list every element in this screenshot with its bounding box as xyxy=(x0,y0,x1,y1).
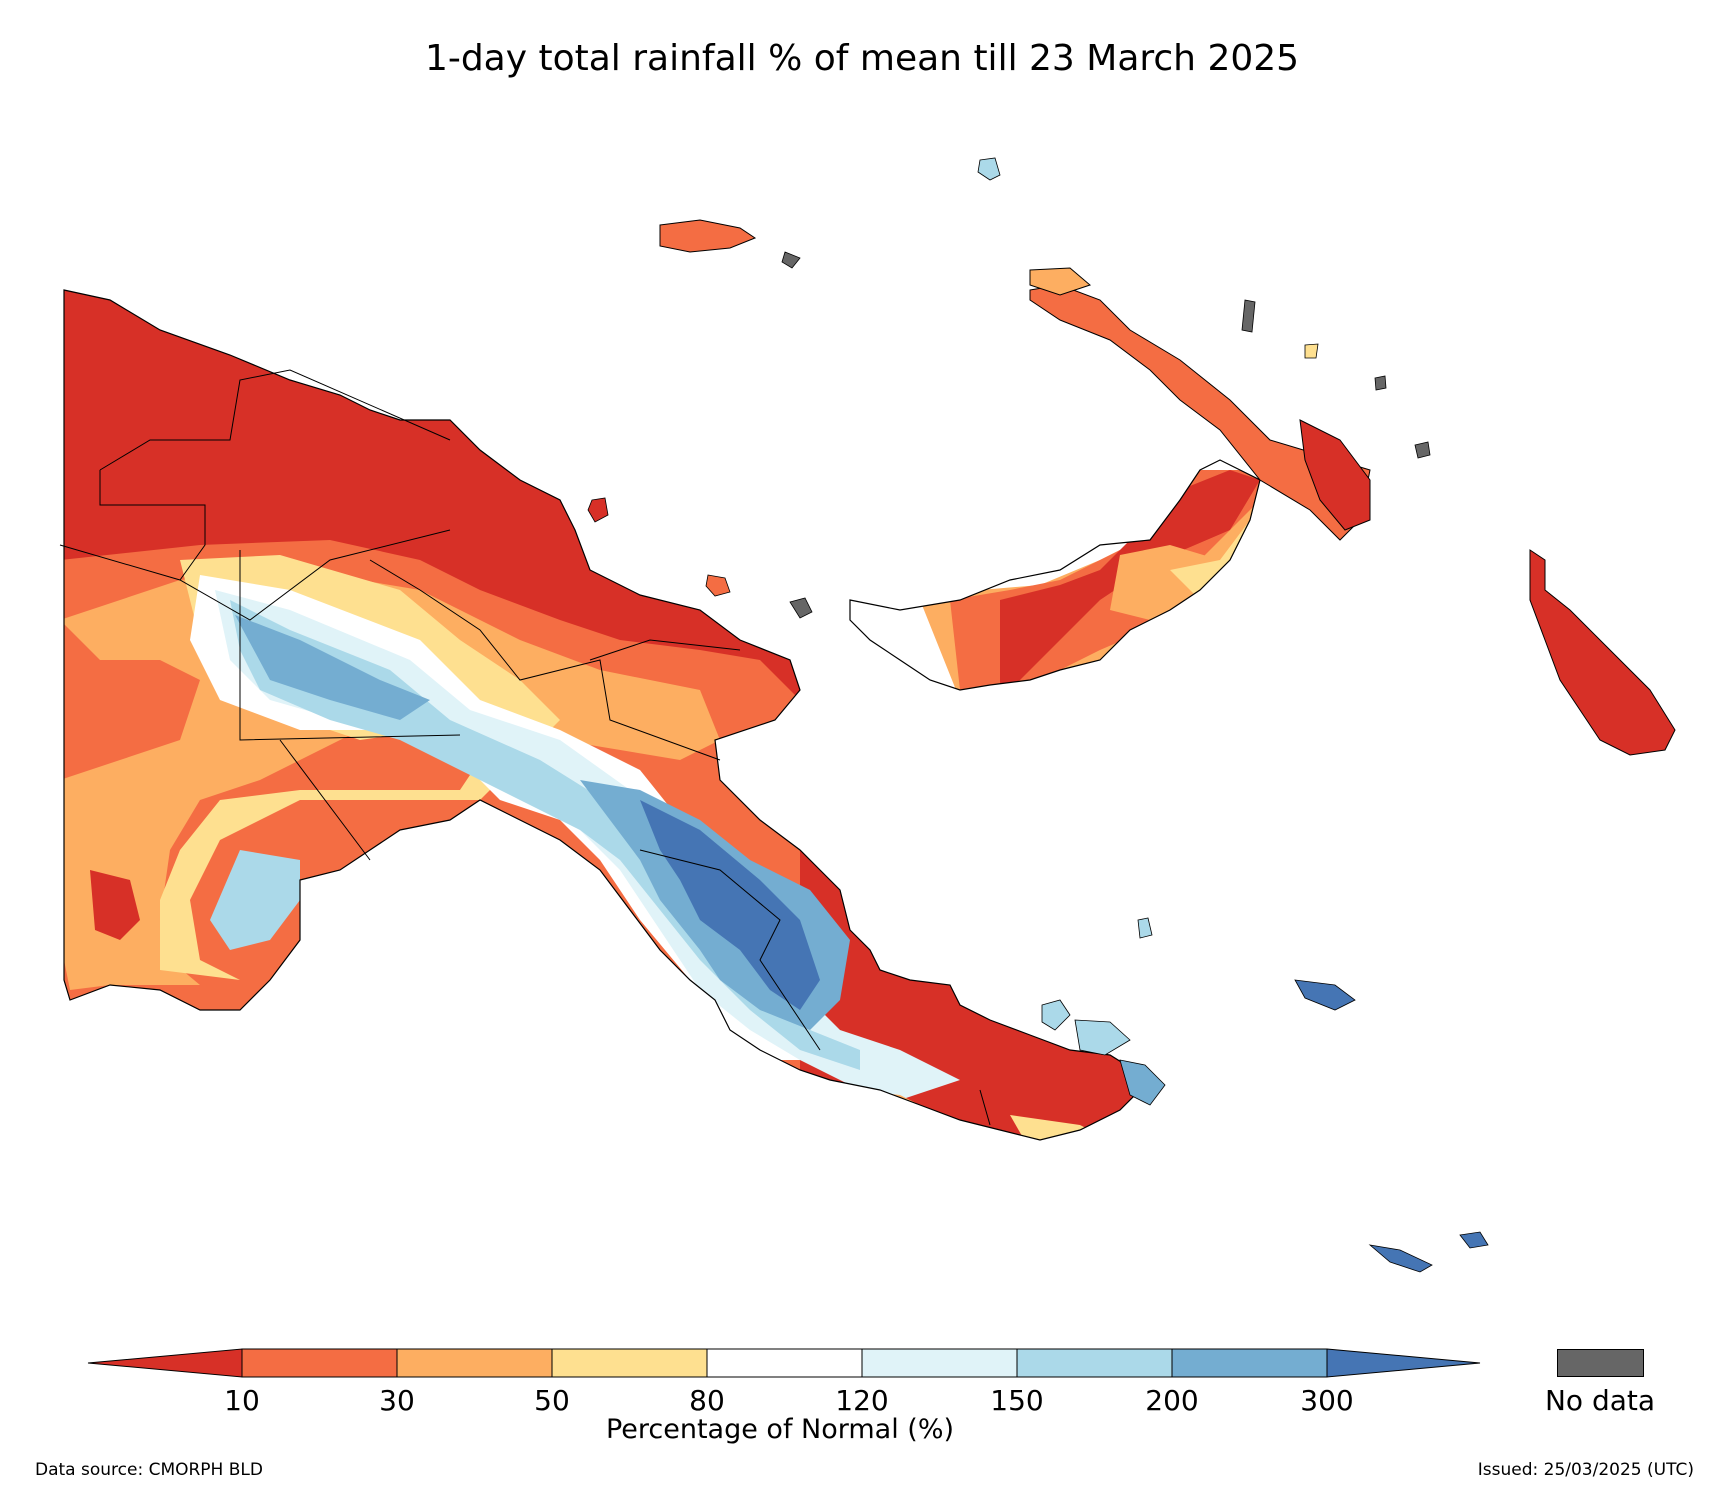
colorbar-segment xyxy=(1016,1348,1173,1378)
island-misima xyxy=(1368,1244,1433,1273)
rainfall-map xyxy=(59,157,1676,1273)
colorbar-tick-label: 30 xyxy=(379,1384,415,1417)
manus-nodata xyxy=(781,251,801,269)
map-title: 1-day total rainfall % of mean till 23 M… xyxy=(424,38,1300,79)
no-data-label: No data xyxy=(1544,1384,1656,1417)
issued-date: Issued: 25/03/2025 (UTC) xyxy=(1477,1460,1694,1480)
colorbar-segment xyxy=(396,1348,553,1378)
colorbar-segment xyxy=(551,1348,708,1378)
colorbar-label: Percentage of Normal (%) xyxy=(605,1414,955,1445)
colorbar-tick-label: 80 xyxy=(689,1384,725,1417)
colorbar-extend-high xyxy=(1326,1348,1481,1378)
island-longisland xyxy=(705,574,731,597)
island-karkar xyxy=(587,497,609,523)
colorbar-segment xyxy=(1171,1348,1328,1378)
island-umboi xyxy=(789,597,813,619)
island-goodenough xyxy=(1041,999,1071,1031)
no-data-swatch xyxy=(1557,1349,1644,1377)
island-feni xyxy=(1304,343,1319,359)
island-north-blue xyxy=(977,157,1001,181)
manus-island xyxy=(659,219,757,253)
bougainville xyxy=(1529,549,1676,756)
new-ireland-south xyxy=(1299,419,1371,531)
island-nodata-2 xyxy=(1374,375,1387,391)
data-source: Data source: CMORPH BLD xyxy=(35,1460,263,1480)
colorbar-segment xyxy=(241,1348,398,1378)
colorbar-tick-label: 50 xyxy=(534,1384,570,1417)
colorbar-segment xyxy=(706,1348,863,1378)
mainland-outline xyxy=(63,289,1151,1141)
colorbar-tick-label: 300 xyxy=(1300,1384,1354,1417)
province-boundaries xyxy=(59,369,991,1126)
island-fergusson xyxy=(1074,1019,1131,1056)
island-lihir xyxy=(1414,441,1431,459)
colorbar-tick-label: 200 xyxy=(1145,1384,1199,1417)
new-britain-outline xyxy=(849,459,1261,691)
island-tabar xyxy=(1241,299,1256,333)
island-normanby xyxy=(1119,1059,1166,1106)
colorbar-segment xyxy=(861,1348,1018,1378)
colorbar xyxy=(87,1348,1481,1378)
colorbar-tick-label: 10 xyxy=(224,1384,260,1417)
island-rossel xyxy=(1459,1231,1489,1249)
colorbar-extend-low xyxy=(87,1348,243,1378)
island-woodlark xyxy=(1137,917,1153,939)
new-hanover xyxy=(1029,267,1091,296)
island-trobriand xyxy=(1294,979,1356,1011)
new-ireland xyxy=(1029,284,1371,541)
colorbar-tick-label: 150 xyxy=(990,1384,1044,1417)
colorbar-tick-label: 120 xyxy=(835,1384,889,1417)
